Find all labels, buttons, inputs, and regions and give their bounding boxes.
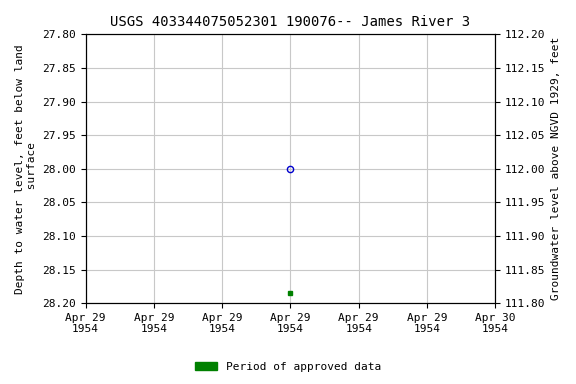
- Y-axis label: Depth to water level, feet below land
 surface: Depth to water level, feet below land su…: [15, 44, 37, 294]
- Y-axis label: Groundwater level above NGVD 1929, feet: Groundwater level above NGVD 1929, feet: [551, 37, 561, 300]
- Title: USGS 403344075052301 190076-- James River 3: USGS 403344075052301 190076-- James Rive…: [111, 15, 471, 29]
- Legend: Period of approved data: Period of approved data: [191, 358, 385, 377]
